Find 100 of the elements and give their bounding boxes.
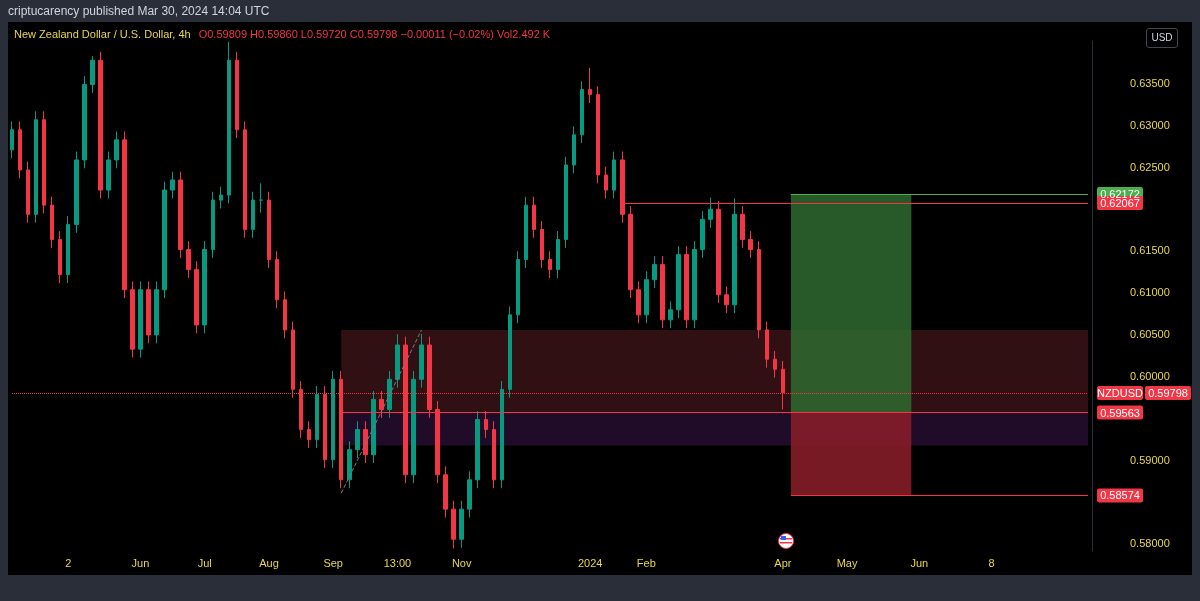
candlestick [419, 333, 424, 389]
y-tick-label: 0.62500 [1130, 160, 1170, 173]
candlestick [668, 300, 673, 329]
candlestick [748, 230, 753, 259]
candlestick [50, 196, 54, 249]
text: O0.59809 H0.59860 L0.59720 C0.59798 −0.00011 (−0.02%) Vol2.492 K [198, 28, 551, 40]
candlestick [371, 390, 376, 464]
candlestick [162, 181, 167, 299]
candlestick [74, 151, 79, 234]
candlestick [395, 333, 400, 389]
x-tick-label: Aug [259, 556, 279, 569]
candlestick [98, 51, 103, 199]
candlestick [459, 500, 464, 549]
candlestick [692, 240, 697, 329]
candlestick [178, 171, 183, 259]
candlestick [540, 220, 544, 269]
candlestick [740, 205, 745, 249]
candlestick [572, 125, 576, 174]
candlestick [773, 350, 777, 379]
candlestick [251, 191, 255, 239]
candlestick [644, 270, 649, 324]
y-tick-label: 0.59000 [1130, 453, 1170, 466]
candlestick [684, 245, 689, 329]
candlestick [411, 370, 416, 484]
candlestick [275, 250, 279, 309]
candlestick [500, 380, 504, 489]
candlestick [660, 255, 665, 329]
y-tick-label: 0.60500 [1130, 328, 1170, 341]
candlestick [18, 120, 22, 179]
candlestick [475, 410, 480, 489]
y-tick-label: 0.61500 [1130, 244, 1170, 257]
candlestick [82, 75, 87, 169]
candlestick [548, 250, 552, 279]
y-tick-label: 0.63000 [1130, 118, 1170, 131]
candlestick [516, 250, 520, 324]
candlestick [732, 197, 737, 314]
x-tick-label: 8 [988, 556, 995, 569]
candlestick [122, 130, 127, 299]
candlestick [451, 500, 456, 549]
x-tick-label: Feb [636, 556, 656, 569]
candlestick [467, 470, 472, 518]
candlestick [154, 280, 159, 344]
y-tick-label: 0.60000 [1130, 369, 1170, 382]
candlestick [315, 385, 319, 449]
candlestick [307, 420, 311, 449]
candlestick [58, 230, 62, 284]
candlestick [66, 215, 70, 284]
candlestick [532, 196, 536, 239]
candlestick [580, 80, 584, 144]
y-tick-label: 0.58000 [1130, 537, 1170, 550]
y-tick-label: 0.61000 [1130, 286, 1170, 299]
candlestick [492, 420, 496, 489]
candlestick [202, 240, 207, 334]
x-tick-label: 2024 [577, 556, 603, 569]
candlestick [524, 196, 528, 269]
ref-line-label: 0.59563 [1100, 406, 1140, 419]
x-tick-label: Jul [197, 556, 212, 569]
candlestick [765, 321, 769, 369]
candlestick [596, 85, 600, 184]
candlestick [283, 290, 287, 339]
candlestick [227, 41, 231, 204]
candlestick [219, 186, 223, 209]
candlestick [106, 151, 111, 199]
candlestick [243, 120, 247, 239]
x-tick-label: Sep [323, 556, 343, 569]
candlestick [757, 240, 761, 339]
x-tick-label: Jun [910, 556, 929, 569]
candlestick [700, 210, 705, 259]
candlestick [194, 260, 199, 334]
candlestick [604, 166, 608, 199]
candlestick [612, 151, 616, 199]
x-tick-label: Apr [774, 556, 792, 569]
candlestick [724, 285, 729, 314]
candlestick [443, 465, 448, 518]
candlestick [138, 280, 143, 359]
candlestick [146, 280, 151, 344]
candlestick [508, 305, 512, 399]
candlestick [90, 55, 95, 94]
candlestick [114, 130, 119, 169]
candlestick [564, 156, 568, 249]
chart-title: criptucarency published Mar 30, 2024 14:04 UTC [8, 4, 270, 18]
candlestick [26, 161, 30, 224]
candlestick [186, 240, 191, 279]
candlestick [676, 245, 681, 319]
x-tick-label: 13:00 [383, 556, 412, 569]
candlestick [267, 191, 271, 269]
candlestick [387, 370, 392, 419]
candlestick [355, 420, 360, 459]
candlestick [331, 370, 335, 469]
candlestick [211, 191, 215, 259]
candlestick [652, 255, 657, 289]
candlestick [10, 120, 14, 159]
candlestick [42, 110, 46, 215]
candlestick [235, 51, 239, 139]
candlestick [259, 182, 263, 214]
ref-line-label: 0.58574 [1100, 489, 1140, 502]
candlestick [588, 67, 592, 104]
candlestick [130, 280, 135, 359]
candlestick [628, 205, 633, 299]
candlestick [636, 280, 641, 324]
